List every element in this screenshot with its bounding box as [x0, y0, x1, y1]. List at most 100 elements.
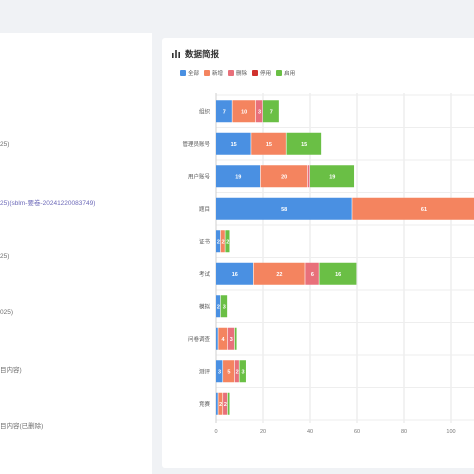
legend-label: 新增: [212, 71, 224, 77]
bar-value-label: 10: [241, 109, 247, 115]
bar-segment: [227, 392, 230, 415]
legend-label: 停用: [260, 71, 272, 77]
data-summary-panel: 数据简报 全部 新增 删除 停用 启用 组织 7 10 3 7 管理员账号 15 15 15 用户账号 19…: [162, 38, 474, 468]
legend-label: 删除: [236, 71, 248, 77]
bar-segment: [220, 230, 225, 253]
legend-item[interactable]: 删除: [228, 69, 247, 77]
bar-value-label: 15: [231, 142, 237, 148]
category-label: 模拟: [199, 302, 211, 310]
bar-value-label: 3: [218, 369, 221, 375]
chart-legend: 全部 新增 删除 停用 启用: [180, 69, 295, 77]
bar-segment: [216, 132, 251, 155]
bar-segment: [216, 165, 261, 188]
bar-segment: [234, 327, 237, 350]
bar-segment: [310, 165, 355, 188]
bar-value-label: 16: [232, 272, 238, 278]
legend-item[interactable]: 全部: [180, 69, 199, 77]
bar-value-label: 61: [421, 207, 427, 213]
bar-value-label: 19: [329, 174, 335, 180]
bar-segment: [218, 392, 223, 415]
list-item[interactable]: 025): [0, 309, 14, 316]
bar-segment: [216, 392, 218, 415]
legend-item[interactable]: 启用: [276, 69, 295, 77]
list-item[interactable]: 目内容(已删除): [0, 423, 44, 430]
x-tick-label: 20: [260, 429, 266, 435]
bar-value-label: 4: [222, 337, 226, 343]
panel-header: 数据简报: [172, 48, 219, 60]
legend-swatch: [252, 70, 259, 76]
bar-value-label: 15: [301, 142, 307, 148]
category-label: 题目: [199, 206, 210, 213]
legend-swatch: [204, 70, 211, 76]
bar-value-label: 16: [335, 272, 341, 278]
category-label: 证书: [199, 237, 211, 245]
legend-swatch: [180, 70, 186, 76]
legend-swatch: [276, 70, 283, 76]
bar-value-label: 20: [281, 174, 287, 180]
bar-segment: [307, 165, 310, 188]
x-tick-label: 100: [446, 429, 455, 435]
bar-segment: [286, 132, 322, 155]
bar-value-label: 2: [236, 369, 239, 375]
bar-value-label: 3: [230, 337, 233, 343]
bar-segment: [216, 230, 221, 253]
legend-label: 启用: [284, 71, 296, 77]
bar-segment: [220, 295, 228, 318]
legend-item[interactable]: 新增: [204, 69, 223, 77]
bar-segment: [352, 197, 474, 220]
bar-segment: [255, 100, 263, 123]
bar-chart-icon: [172, 50, 180, 58]
bar-value-label: 3: [241, 369, 244, 375]
bar-segment: [216, 197, 352, 220]
bar-value-label: 7: [270, 109, 273, 115]
bar-segment: [216, 262, 253, 285]
bar-value-label: 2: [224, 402, 227, 408]
bar-segment: [251, 132, 286, 155]
bar-segment: [216, 100, 232, 123]
bar-value-label: 19: [235, 174, 241, 180]
bar-segment: [239, 360, 246, 383]
bar-segment: [216, 295, 221, 318]
bar-segment: [260, 165, 308, 188]
legend-item[interactable]: 停用: [252, 69, 271, 77]
list-item[interactable]: 25): [0, 253, 10, 260]
bar-value-label: 58: [281, 207, 287, 213]
bar-segment: [216, 360, 223, 383]
bar-segment: [232, 100, 256, 123]
bar-segment: [319, 262, 357, 285]
bar-segment: [234, 360, 239, 383]
bar-value-label: 22: [276, 272, 282, 278]
x-tick-label: 60: [354, 429, 360, 435]
category-label: 组织: [199, 107, 211, 115]
list-item-link[interactable]: 25)(sblm-要卷-20241220083749): [0, 200, 96, 207]
x-tick-label: 40: [307, 429, 313, 435]
bar-value-label: 3: [223, 304, 226, 310]
category-label: 测评: [199, 367, 211, 375]
bar-segment: [223, 360, 235, 383]
bar-value-label: 2: [226, 239, 229, 245]
list-item[interactable]: 目内容): [0, 367, 22, 374]
x-tick-label: 0: [214, 429, 217, 435]
legend-swatch: [228, 70, 235, 76]
bar-segment: [263, 100, 279, 123]
bar-segment: [218, 327, 228, 350]
category-label: 用户账号: [188, 172, 211, 180]
category-label: 考试: [199, 270, 211, 278]
left-panel: 25) 25)(sblm-要卷-20241220083749) 25) 025)…: [0, 33, 152, 474]
bar-segment: [227, 327, 235, 350]
bar-segment: [305, 262, 319, 285]
bar-value-label: 2: [219, 402, 222, 408]
x-tick-label: 80: [401, 429, 407, 435]
bar-segment: [216, 327, 218, 350]
bar-value-label: 5: [227, 369, 230, 375]
bar-segment: [225, 230, 230, 253]
bar-value-label: 2: [217, 304, 220, 310]
legend-label: 全部: [188, 71, 200, 77]
category-label: 竞赛: [199, 400, 211, 408]
bar-segment: [223, 392, 228, 415]
list-item[interactable]: 25): [0, 141, 10, 148]
bar-value-label: 2: [222, 239, 225, 245]
bar-segment: [253, 262, 305, 285]
category-label: 管理员账号: [182, 140, 210, 148]
